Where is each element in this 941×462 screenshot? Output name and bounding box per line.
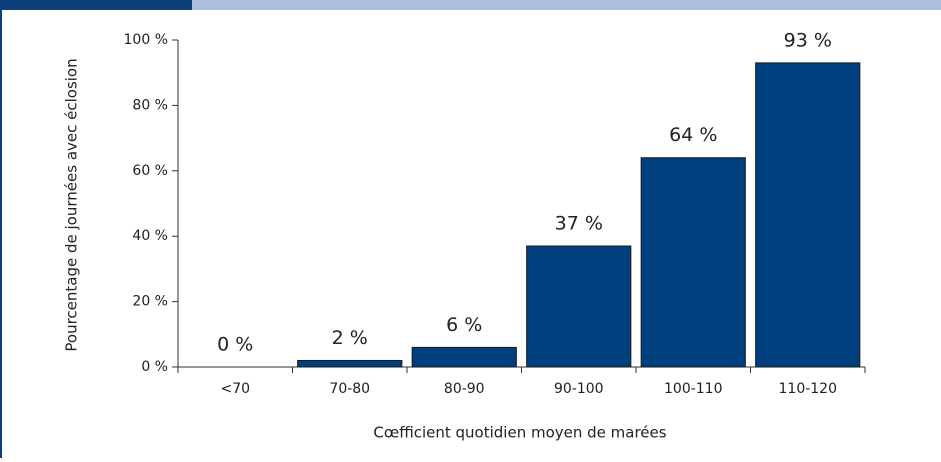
y-tick-label: 0 % xyxy=(141,359,168,375)
x-tick-label: 100-110 xyxy=(664,381,723,397)
y-tick-label: 100 % xyxy=(124,32,168,48)
value-label: 6 % xyxy=(446,314,482,336)
x-tick-label: 90-100 xyxy=(554,381,604,397)
value-label: 93 % xyxy=(784,29,832,51)
header-bar-light xyxy=(192,0,941,10)
header-bar-dark xyxy=(0,0,192,10)
left-border xyxy=(0,0,2,458)
y-axis-label: Pourcentage de journées avec éclosion xyxy=(63,58,81,351)
value-label: 37 % xyxy=(555,213,603,235)
bar xyxy=(640,157,746,368)
bar xyxy=(297,359,403,368)
x-tick-label: 70-80 xyxy=(329,381,370,397)
bar xyxy=(755,62,861,368)
x-tick-label: 110-120 xyxy=(779,381,838,397)
value-label: 64 % xyxy=(669,124,717,146)
bar xyxy=(411,346,517,368)
y-tick-label: 20 % xyxy=(132,294,168,310)
x-tick-label: <70 xyxy=(220,381,250,397)
value-label: 0 % xyxy=(217,334,253,356)
bar xyxy=(526,245,632,368)
value-label: 2 % xyxy=(332,327,368,349)
x-axis-label: Cœfficient quotidien moyen de marées xyxy=(373,424,666,442)
y-tick-label: 60 % xyxy=(132,163,168,179)
x-tick-label: 80-90 xyxy=(444,381,485,397)
y-tick-label: 80 % xyxy=(132,97,168,113)
y-tick-label: 40 % xyxy=(132,228,168,244)
